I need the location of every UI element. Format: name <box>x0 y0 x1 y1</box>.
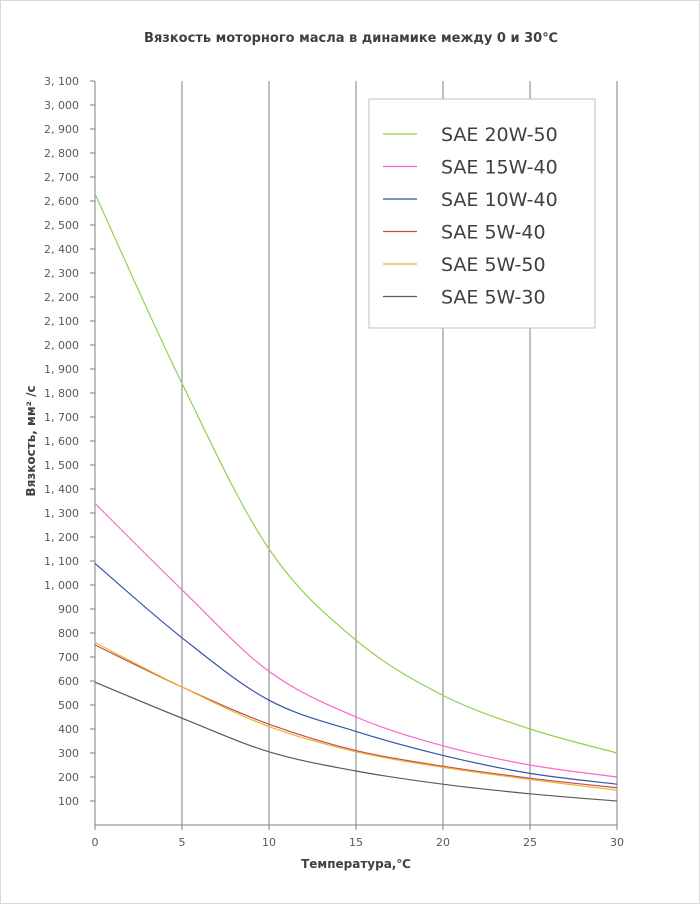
y-tick-label-5: 600 <box>58 675 79 688</box>
y-tick-label-3: 400 <box>58 723 79 736</box>
x-tick-label-2: 10 <box>262 836 276 849</box>
x-tick-label-1: 5 <box>179 836 186 849</box>
series-lines <box>94 193 618 802</box>
chart-title: Вязкость моторного масла в динамике межд… <box>144 31 558 46</box>
series-line-sae-20w-50 <box>94 193 618 754</box>
y-tick-label-11: 1, 200 <box>44 531 79 544</box>
legend-label-0: SAE 20W-50 <box>441 124 558 146</box>
y-tick-label-27: 2, 800 <box>44 147 79 160</box>
y-tick-label-12: 1, 300 <box>44 507 79 520</box>
x-tick-label-3: 15 <box>349 836 363 849</box>
series-line-sae-15w-40 <box>94 502 618 778</box>
y-tick-label-9: 1, 000 <box>44 579 79 592</box>
legend-box <box>368 98 596 329</box>
y-tick-label-0: 100 <box>58 795 79 808</box>
y-tick-label-21: 2, 200 <box>44 291 79 304</box>
y-tick-label-23: 2, 400 <box>44 243 79 256</box>
series-line-sae-10w-40 <box>94 562 618 785</box>
y-tick-label-15: 1, 600 <box>44 435 79 448</box>
x-axis-label: Температура,℃ <box>301 857 411 871</box>
x-tick-label-5: 25 <box>523 836 537 849</box>
legend-label-4: SAE 5W-50 <box>441 254 546 276</box>
series-line-sae-5w-30 <box>94 681 618 802</box>
y-axis-label: Вязкость, мм² /с <box>24 385 38 496</box>
legend-label-3: SAE 5W-40 <box>441 222 546 244</box>
y-tick-label-4: 500 <box>58 699 79 712</box>
legend-label-2: SAE 10W-40 <box>441 189 558 211</box>
series-line-sae-5w-50 <box>94 642 618 791</box>
legend-label-5: SAE 5W-30 <box>441 287 546 309</box>
y-tick-label-10: 1, 100 <box>44 555 79 568</box>
y-tick-label-29: 3, 000 <box>44 99 79 112</box>
y-tick-label-22: 2, 300 <box>44 267 79 280</box>
y-tick-label-7: 800 <box>58 627 79 640</box>
x-tick-label-4: 20 <box>436 836 450 849</box>
y-tick-label-19: 2, 000 <box>44 339 79 352</box>
y-tick-label-17: 1, 800 <box>44 387 79 400</box>
x-axis-ticks: 0 5 10 15 20 25 30 <box>92 825 624 849</box>
y-tick-label-25: 2, 600 <box>44 195 79 208</box>
y-tick-label-20: 2, 100 <box>44 315 79 328</box>
y-tick-label-18: 1, 900 <box>44 363 79 376</box>
x-tick-label-0: 0 <box>92 836 99 849</box>
y-tick-label-26: 2, 700 <box>44 171 79 184</box>
legend: SAE 20W-50 SAE 15W-40 SAE 10W-40 SAE 5W-40 S… <box>368 98 596 329</box>
y-tick-label-2: 300 <box>58 747 79 760</box>
y-tick-label-14: 1, 500 <box>44 459 79 472</box>
y-tick-label-24: 2, 500 <box>44 219 79 232</box>
legend-label-1: SAE 15W-40 <box>441 157 558 179</box>
y-tick-label-6: 700 <box>58 651 79 664</box>
y-tick-label-28: 2, 900 <box>44 123 79 136</box>
y-tick-label-8: 900 <box>58 603 79 616</box>
y-tick-label-13: 1, 400 <box>44 483 79 496</box>
y-tick-label-16: 1, 700 <box>44 411 79 424</box>
x-tick-label-6: 30 <box>610 836 624 849</box>
y-tick-label-1: 200 <box>58 771 79 784</box>
y-tick-label-30: 3, 100 <box>44 75 79 88</box>
y-axis-ticks: 100 200 300 400 500 600 700 800 900 1, 000 1, 100 1… <box>44 75 95 808</box>
